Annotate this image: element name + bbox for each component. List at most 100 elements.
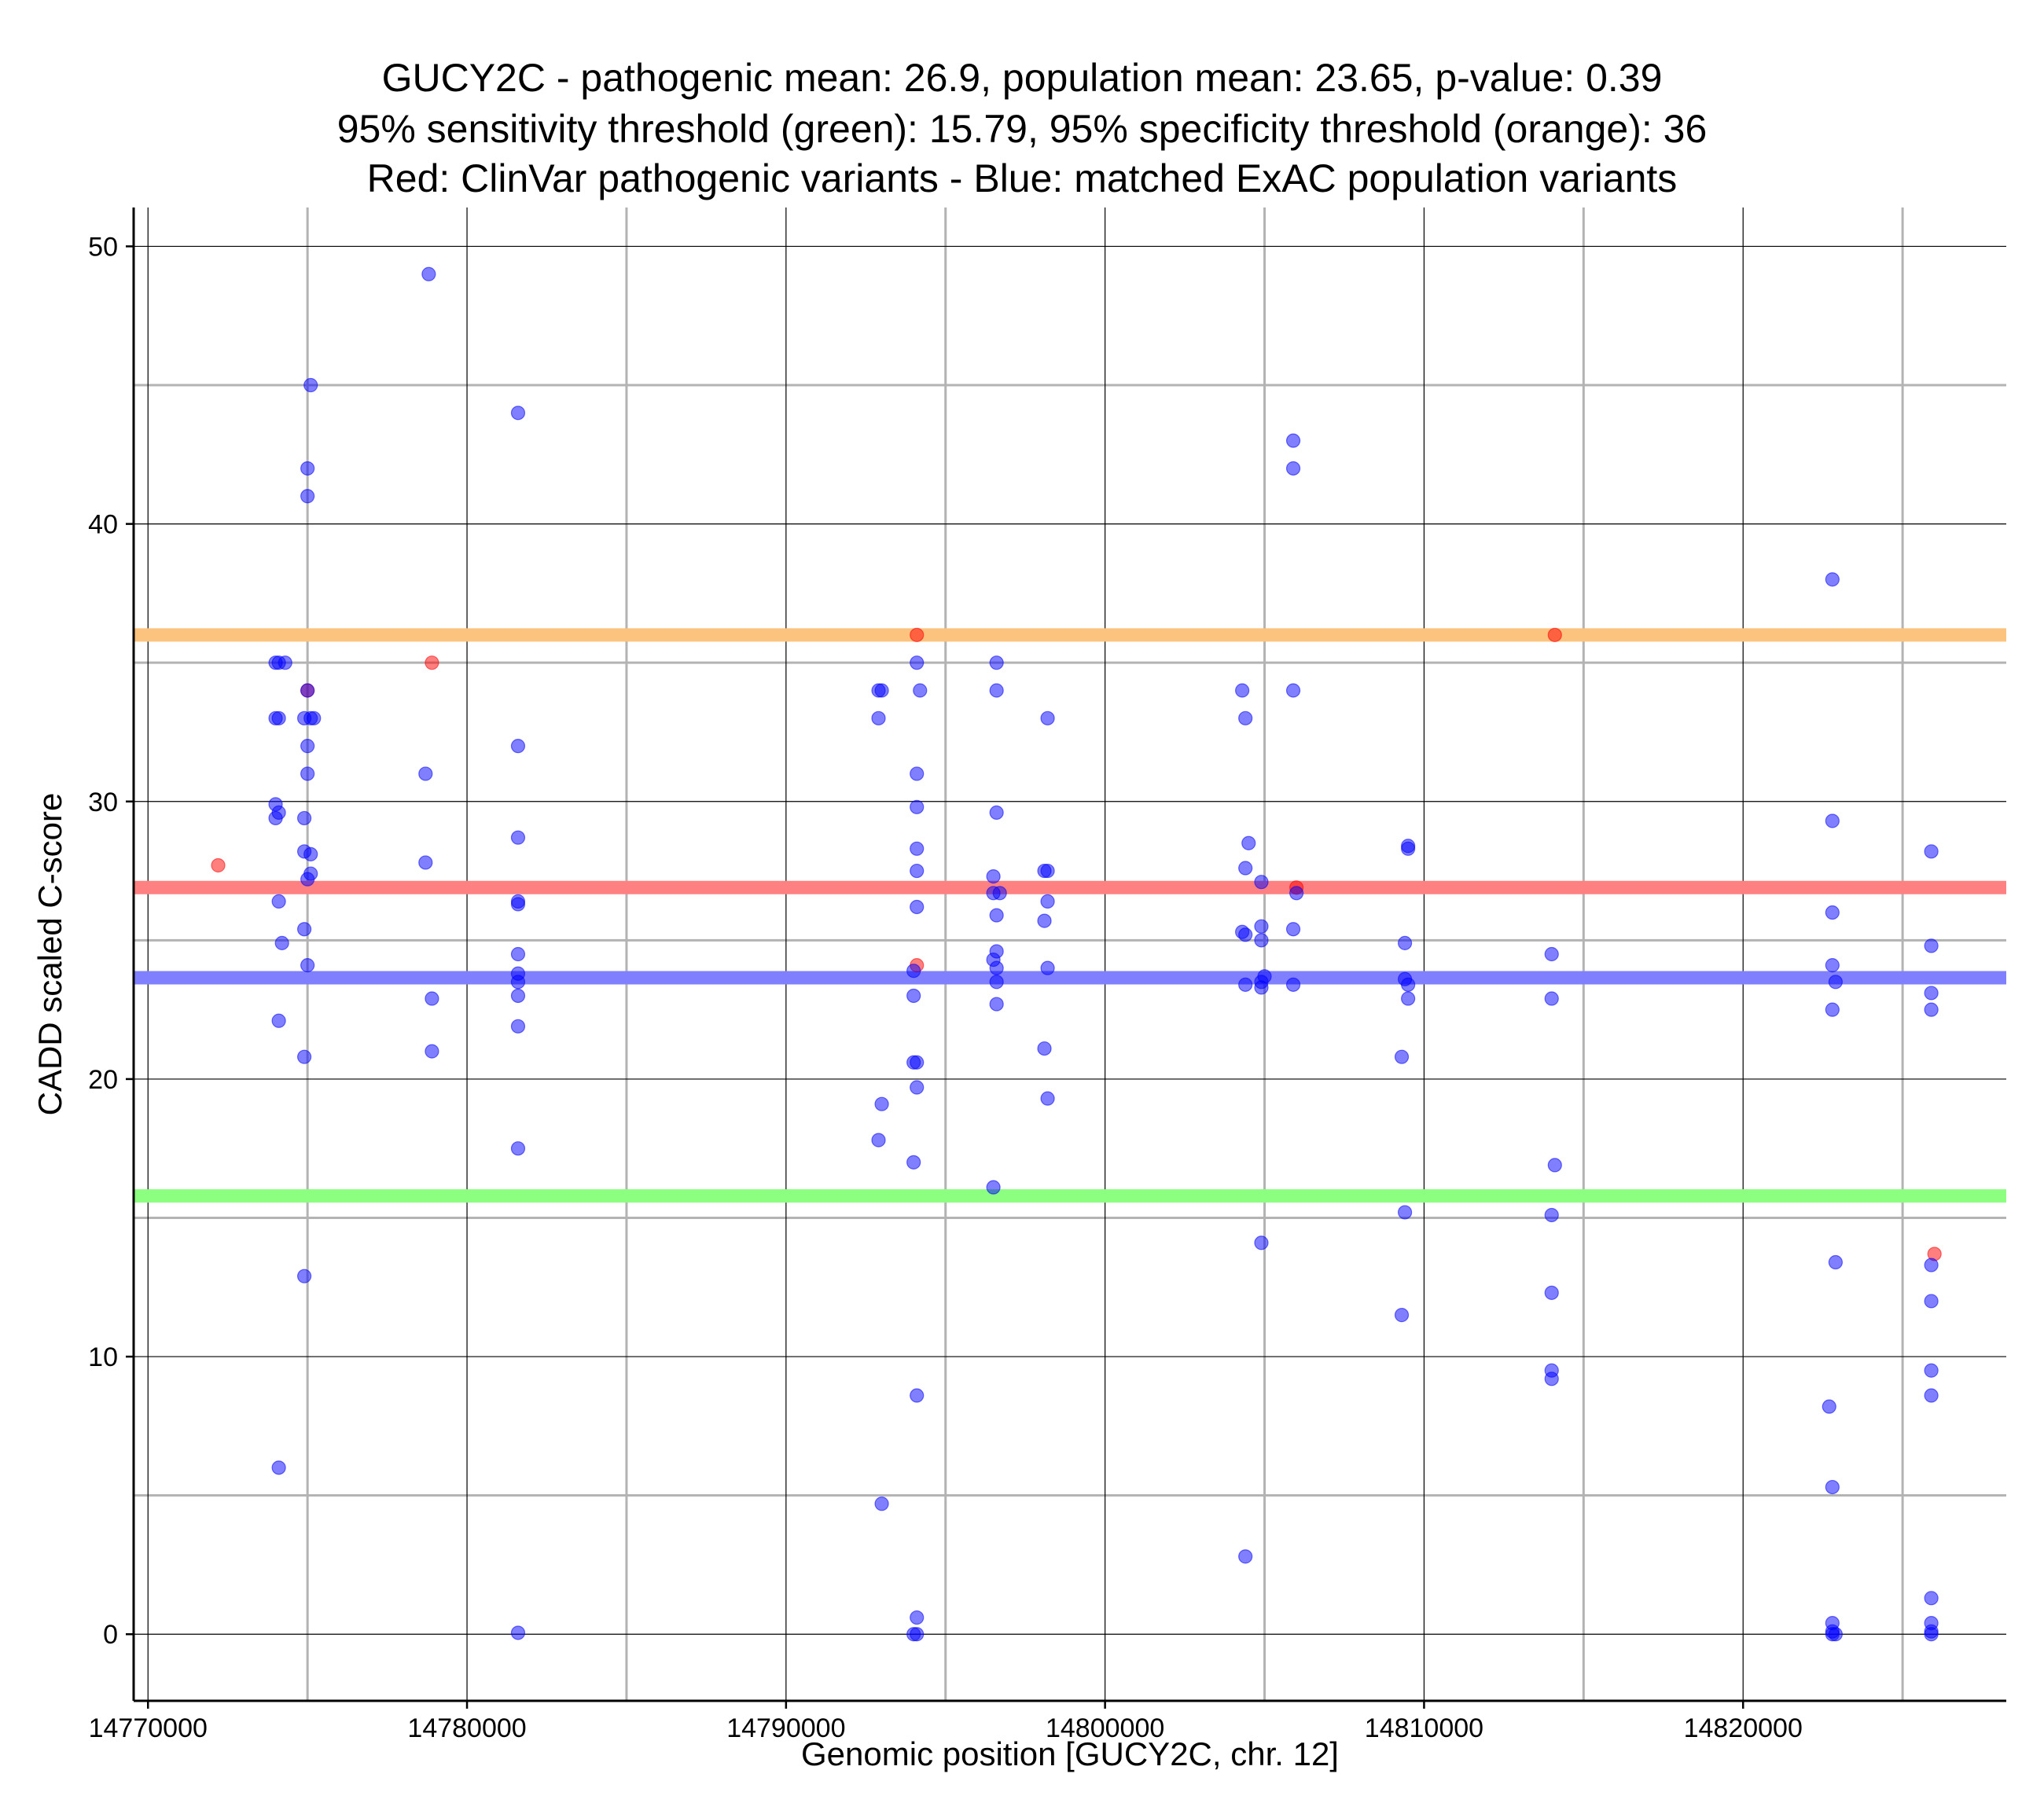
population-variant-point: [1254, 875, 1269, 890]
population-variant-point: [425, 991, 439, 1006]
population-variant-point: [906, 964, 921, 979]
population-variant-point: [910, 1610, 925, 1625]
population-variant-point: [989, 683, 1004, 698]
population-variant-point: [303, 846, 318, 861]
population-variant-point: [1924, 1258, 1939, 1272]
population-variant-point: [510, 830, 526, 845]
population-variant-point: [1924, 938, 1939, 953]
population-variant-point: [1825, 813, 1840, 828]
population-variant-point: [303, 377, 318, 393]
population-variant-point: [871, 1133, 886, 1148]
population-variant-point: [1394, 1049, 1410, 1064]
population-variant-point: [1397, 1205, 1413, 1220]
population-variant-point: [874, 683, 889, 698]
population-variant-point: [1924, 1591, 1939, 1606]
population-variant-point: [1544, 1372, 1559, 1386]
population-variant-point: [421, 266, 436, 281]
population-variant-point: [1924, 1294, 1939, 1309]
population-variant-point: [1040, 960, 1055, 975]
population-variant-point: [300, 489, 315, 504]
population-variant-point: [989, 805, 1004, 820]
population-variant-point: [296, 922, 312, 937]
population-variant-point: [1254, 919, 1269, 934]
population-variant-point: [296, 1269, 312, 1283]
population-variant-point: [910, 766, 925, 781]
population-variant-point: [1825, 1002, 1840, 1017]
pathogenic-variant-point: [425, 655, 439, 670]
population-variant-point: [300, 683, 315, 698]
population-variant-point: [1924, 986, 1939, 1001]
population-variant-point: [510, 946, 526, 962]
population-variant-point: [510, 988, 526, 1004]
population-variant-point: [418, 766, 433, 781]
y-tick-label: 40: [88, 510, 118, 540]
population-variant-point: [913, 683, 928, 698]
population-variant-point: [1544, 1285, 1559, 1300]
population-variant-point: [874, 1496, 889, 1511]
axes: [132, 207, 2006, 1702]
y-tick-label: 30: [88, 788, 118, 817]
population-variant-point: [271, 894, 286, 909]
y-tick-label: 20: [88, 1065, 118, 1095]
population-variant-point: [300, 766, 315, 781]
population-variant-point: [1822, 1399, 1836, 1414]
population-variant-point: [910, 899, 925, 915]
pathogenic-variant-point: [910, 627, 925, 642]
population-variant-point: [1040, 711, 1055, 725]
population-variant-point: [271, 1013, 286, 1028]
title-line-1: GUCY2C - pathogenic mean: 26.9, populati…: [382, 56, 1663, 100]
population-variant-point: [986, 1180, 1001, 1195]
population-variant-point: [278, 655, 292, 670]
population-variant-point: [1037, 913, 1052, 928]
chart-title: GUCY2C - pathogenic mean: 26.9, populati…: [337, 56, 1708, 200]
population-variant-point: [910, 1388, 925, 1403]
population-variant-point: [1241, 835, 1256, 850]
population-variant-point: [1285, 977, 1301, 992]
x-tick-label: 14810000: [1365, 1713, 1483, 1743]
population-variant-point: [1254, 933, 1269, 948]
population-variant-point: [418, 855, 433, 870]
population-variant-point: [1828, 1254, 1844, 1270]
population-variant-point: [989, 908, 1004, 923]
population-variant-point: [986, 869, 1001, 884]
x-tick-label: 14820000: [1684, 1713, 1803, 1743]
population-variant-point: [1040, 1091, 1055, 1106]
population-variant-point: [1285, 433, 1301, 448]
population-variant-point: [300, 958, 315, 973]
population-variant-point: [274, 935, 289, 950]
population-variant-point: [296, 810, 312, 826]
population-variant-point: [874, 1096, 889, 1111]
population-variant-point: [910, 1055, 925, 1070]
population-variant-point: [510, 1141, 526, 1156]
population-variant-point: [1040, 894, 1055, 909]
population-variant-point: [1238, 861, 1253, 876]
population-variant-point: [1238, 1549, 1253, 1564]
population-variant-point: [1544, 946, 1559, 962]
threshold-lines: [134, 628, 2006, 1203]
population-variant-point: [1401, 977, 1416, 992]
population-variant-point: [906, 988, 921, 1004]
population-variant-point: [300, 461, 315, 476]
population-variant-point: [1401, 841, 1416, 856]
population-variant-point: [271, 805, 286, 820]
population-variant-point: [871, 711, 886, 725]
major-gridlines: [134, 207, 2006, 1701]
x-axis-ticks: 14770000 14780000 14790000 14800000 14810000…: [89, 1701, 1803, 1743]
population-variant-point: [1924, 1002, 1939, 1017]
population-variant-point: [510, 975, 526, 990]
x-tick-label: 14800000: [1046, 1713, 1164, 1743]
population-variant-point: [906, 1155, 921, 1170]
population-variant-point: [1254, 980, 1269, 995]
population-variant-point: [510, 897, 526, 912]
population-variant-point: [1825, 1479, 1840, 1495]
population-variant-point: [989, 960, 1004, 975]
population-variant-point: [989, 997, 1004, 1012]
population-variant-point: [1397, 935, 1413, 950]
population-variant-point: [510, 1625, 526, 1640]
population-variant-point: [1040, 863, 1055, 879]
x-tick-label: 14770000: [89, 1713, 208, 1743]
population-variant-point: [1285, 922, 1301, 937]
population-variant-point: [992, 886, 1007, 901]
